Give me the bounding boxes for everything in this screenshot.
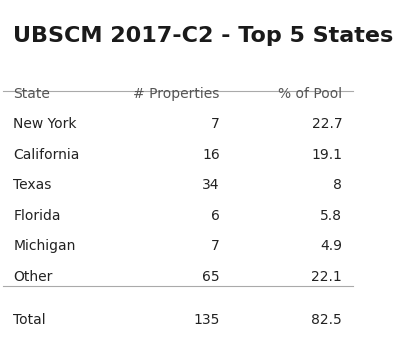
Text: 6: 6 — [211, 209, 220, 223]
Text: 7: 7 — [211, 239, 220, 253]
Text: 5.8: 5.8 — [320, 209, 342, 223]
Text: Florida: Florida — [13, 209, 61, 223]
Text: 34: 34 — [202, 178, 220, 192]
Text: State: State — [13, 87, 50, 101]
Text: Texas: Texas — [13, 178, 52, 192]
Text: 82.5: 82.5 — [312, 313, 342, 327]
Text: UBSCM 2017-C2 - Top 5 States: UBSCM 2017-C2 - Top 5 States — [13, 26, 394, 46]
Text: 135: 135 — [193, 313, 220, 327]
Text: 8: 8 — [333, 178, 342, 192]
Text: 7: 7 — [211, 117, 220, 131]
Text: New York: New York — [13, 117, 77, 131]
Text: Other: Other — [13, 270, 52, 284]
Text: Michigan: Michigan — [13, 239, 76, 253]
Text: California: California — [13, 148, 80, 162]
Text: % of Pool: % of Pool — [278, 87, 342, 101]
Text: 4.9: 4.9 — [320, 239, 342, 253]
Text: 16: 16 — [202, 148, 220, 162]
Text: 65: 65 — [202, 270, 220, 284]
Text: 22.7: 22.7 — [312, 117, 342, 131]
Text: 19.1: 19.1 — [311, 148, 342, 162]
Text: # Properties: # Properties — [134, 87, 220, 101]
Text: Total: Total — [13, 313, 46, 327]
Text: 22.1: 22.1 — [312, 270, 342, 284]
